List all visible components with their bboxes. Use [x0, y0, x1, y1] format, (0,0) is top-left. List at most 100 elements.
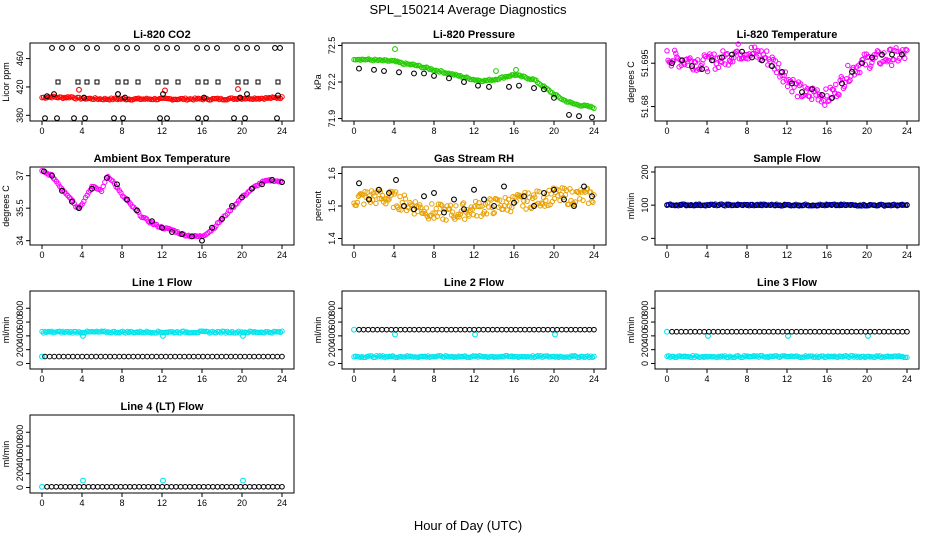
data-point	[113, 483, 119, 490]
data-point	[150, 221, 156, 227]
data-point	[234, 45, 240, 51]
data-point	[812, 328, 818, 335]
series-black	[44, 91, 281, 101]
data-point	[79, 201, 85, 207]
data-point	[81, 94, 87, 101]
data-point	[411, 70, 417, 77]
data-point	[872, 55, 878, 61]
data-point	[120, 115, 126, 122]
data-point	[244, 91, 250, 98]
x-tick-label: 24	[277, 374, 287, 384]
data-point	[775, 328, 781, 335]
data-point	[711, 51, 717, 57]
data-point	[839, 328, 846, 335]
data-point	[420, 326, 427, 333]
data-point	[51, 353, 58, 360]
data-point	[566, 111, 572, 118]
data-point	[464, 206, 470, 213]
data-point	[76, 205, 82, 212]
data-point	[471, 203, 478, 210]
x-tick-label: 4	[391, 374, 396, 384]
y-tick-label: 1.6	[327, 167, 337, 180]
data-point	[443, 326, 450, 333]
panel-7: Line 1 Flow ml/min 0 4 8 12 16 20 24 0 20040060080…	[1, 277, 295, 384]
data-point	[797, 81, 804, 87]
data-point	[590, 199, 596, 206]
data-point	[228, 483, 235, 490]
data-point	[446, 75, 452, 82]
data-point	[231, 115, 237, 122]
x-tick-label: 24	[589, 374, 599, 384]
panel-3: Li-820 Temperature degrees C 0 4 8 12 16 20 24 51…	[626, 29, 920, 136]
data-point	[416, 326, 422, 333]
data-point	[790, 77, 796, 83]
data-point	[572, 326, 579, 333]
data-point	[251, 483, 258, 490]
data-point	[159, 483, 165, 490]
y-tick-label: 200	[15, 466, 25, 481]
data-point	[520, 203, 526, 209]
data-point	[115, 91, 121, 98]
data-point	[192, 329, 198, 336]
data-point	[853, 328, 860, 335]
data-point	[776, 61, 782, 67]
data-point	[240, 332, 246, 339]
data-point	[489, 326, 496, 333]
data-point	[535, 326, 542, 333]
data-point	[265, 353, 271, 360]
data-point	[190, 353, 197, 360]
data-point	[545, 326, 551, 333]
y-tick-label: 600	[640, 315, 650, 330]
data-point	[229, 203, 235, 209]
data-point	[499, 326, 505, 333]
data-point	[561, 196, 567, 203]
y-axis-label: ml/min	[313, 317, 323, 344]
data-point	[39, 353, 45, 360]
data-point	[39, 483, 45, 490]
panel-title: Line 1 Flow	[132, 277, 192, 289]
data-point	[902, 55, 908, 62]
data-point	[580, 197, 586, 204]
y-tick-label: 0	[640, 236, 650, 241]
data-point	[134, 207, 140, 214]
y-tick-label: 72.5	[327, 37, 337, 55]
data-point	[237, 483, 244, 490]
data-point	[49, 45, 55, 51]
data-point	[809, 86, 815, 93]
data-point	[816, 328, 823, 335]
y-tick-label: 800	[15, 301, 25, 316]
data-point	[430, 210, 436, 216]
data-point	[279, 483, 285, 490]
series-black	[55, 79, 281, 85]
y-tick-label: 400	[15, 452, 25, 467]
data-point	[824, 93, 830, 99]
data-point	[157, 115, 163, 122]
data-point	[871, 328, 878, 335]
data-point	[738, 328, 744, 335]
data-point	[752, 328, 758, 335]
data-point	[181, 328, 187, 334]
data-point	[696, 328, 703, 335]
x-tick-label: 20	[862, 374, 872, 384]
x-tick-label: 0	[664, 250, 669, 260]
panel-title: Sample Flow	[753, 153, 821, 165]
data-point	[201, 94, 207, 101]
data-point	[862, 61, 869, 68]
data-point	[724, 328, 731, 335]
data-point	[729, 328, 735, 335]
data-point	[94, 483, 101, 490]
data-point	[589, 193, 595, 200]
panel-title: Li-820 CO2	[133, 29, 190, 41]
data-point	[586, 326, 593, 333]
data-point	[107, 353, 113, 360]
data-point	[430, 353, 436, 360]
data-point	[123, 330, 129, 336]
data-point	[155, 79, 161, 85]
data-point	[779, 68, 785, 75]
data-point	[209, 353, 216, 360]
data-point	[254, 45, 260, 51]
data-point	[235, 86, 241, 93]
data-point	[260, 483, 267, 490]
data-point	[195, 115, 201, 122]
data-point	[477, 203, 483, 210]
